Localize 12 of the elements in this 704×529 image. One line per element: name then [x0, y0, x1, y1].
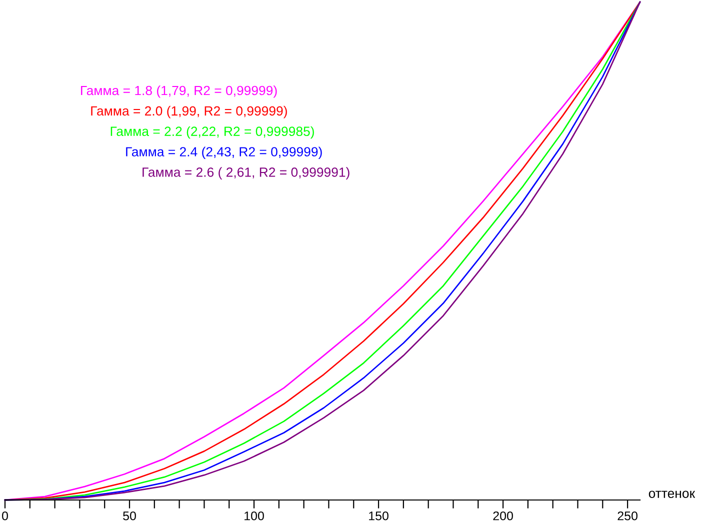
- x-tick-label: 200: [493, 511, 513, 520]
- text: Гамма = 2.4 (2,43, R2 = 0,99999): [126, 146, 322, 160]
- text: Гамма = 2.6 ( 2,61, R2 = 0,999991): [142, 167, 350, 180]
- x-axis-title: оттенок: [648, 490, 696, 498]
- x-tick-label: 50: [123, 511, 136, 520]
- text: Гамма = 1.8 (1,79, R2 = 0,99999): [81, 85, 277, 98]
- text: Гамма = 2.2 (2,22, R2 = 0,999985): [110, 126, 314, 139]
- x-tick-label: 100: [244, 511, 264, 520]
- x-tick-label: 0: [2, 511, 8, 520]
- x-tick-label: 150: [369, 511, 388, 520]
- x-tick-label: 250: [618, 511, 638, 520]
- text: Гамма = 2.0 (1,99, R2 = 0,99999): [91, 106, 287, 118]
